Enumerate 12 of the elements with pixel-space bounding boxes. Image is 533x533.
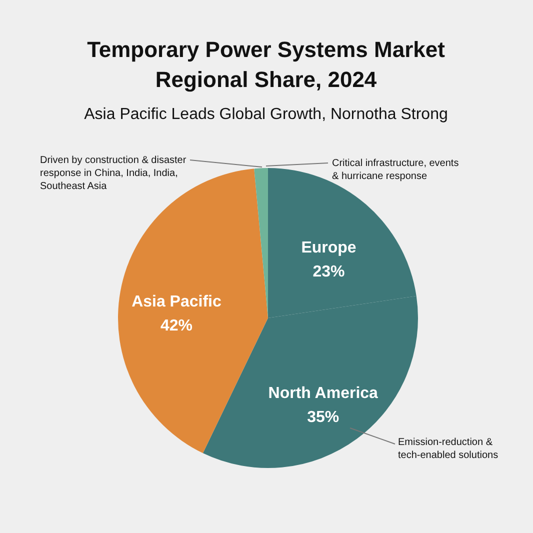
slice-label: Europe xyxy=(301,240,356,257)
text: Critical infrastructure, events & hurricane response xyxy=(332,158,459,182)
slice-label: Asia Pacific xyxy=(132,294,222,311)
text: Driven by construction & disaster response in China, India, India, Southeast Asia xyxy=(40,155,187,192)
text: Emission-reduction & tech-enabled solutions xyxy=(398,437,498,461)
chart-title: Temporary Power Systems Market Regional Share, 2024 xyxy=(87,37,446,92)
data-label: 35% xyxy=(307,408,340,426)
data-label: 23% xyxy=(312,264,345,281)
pie-slice xyxy=(254,168,268,318)
chart-subtitle: Asia Pacific Leads Global Growth, Nornotha Strong xyxy=(84,106,448,123)
data-label: 42% xyxy=(160,318,192,335)
slice-label: North America xyxy=(268,384,378,402)
